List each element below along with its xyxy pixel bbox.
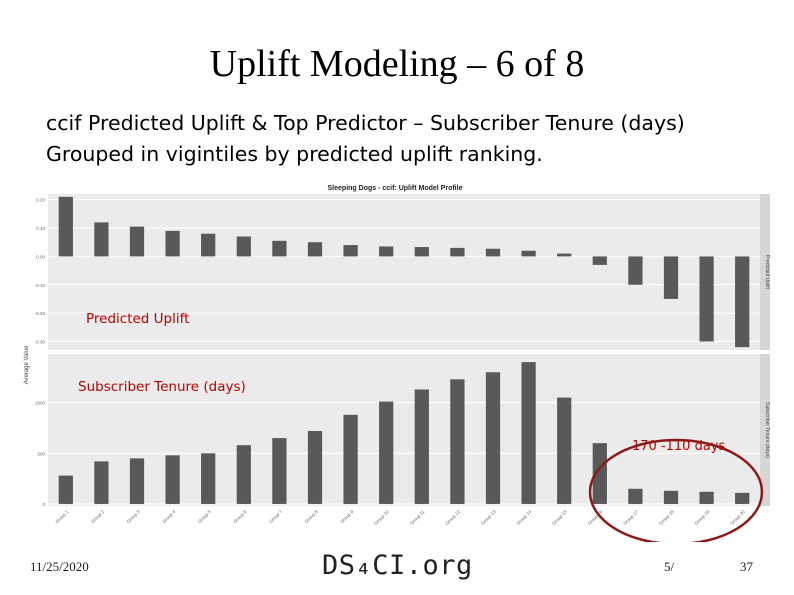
x-tick-label: Group 14 [516,509,533,526]
tenure-bar [272,438,287,504]
uplift-bar [414,247,429,257]
tenure-bar [129,458,145,504]
x-tick-label: Group 4 [161,509,176,524]
footer-logo: DS₄CI.org [322,550,473,581]
uplift-annotation: Predicted Uplift [86,311,189,327]
uplift-bar [272,240,287,257]
tenure-annotation: Subscriber Tenure (days) [78,379,246,395]
uplift-bar [343,245,358,257]
x-tick-label: Group 17 [622,509,639,526]
uplift-y-tick-label: -0.20 [35,311,46,316]
tenure-bar [414,389,429,504]
x-tick-label: Group 19 [694,509,711,526]
tenure-bar [343,414,358,504]
uplift-y-tick-label: 0.00 [36,254,45,259]
tenure-bar [450,379,465,504]
footer-date: 11/25/2020 [30,559,89,574]
tenure-bar [735,492,750,504]
x-tick-label: Group 12 [444,509,461,526]
tenure-bar [236,445,251,504]
uplift-bar [699,256,714,342]
tenure-bar [521,362,536,504]
x-tick-label: Group 6 [232,509,247,524]
uplift-bar [379,246,394,257]
x-tick-label: Group 11 [409,509,426,526]
subtitle-line-1: ccif Predicted Uplift & Top Predictor – … [46,111,685,135]
uplift-bar [663,256,679,299]
uplift-bar [521,250,536,257]
tenure-y-tick-label: 0 [42,502,45,507]
uplift-facet-strip-label: Predicted Uplift [764,255,770,290]
x-tick-label: Group 18 [658,509,675,526]
tenure-bar [58,475,73,504]
uplift-y-tick-label: 0.20 [36,198,45,203]
uplift-bar [735,256,750,348]
uplift-bar [165,230,180,257]
uplift-y-tick-label: 0.10 [36,226,45,231]
x-tick-label: Group 3 [126,509,141,524]
x-tick-label: Group 15 [551,509,568,526]
uplift-bar [450,247,465,257]
tenure-bar [307,431,323,504]
uplift-bar [94,222,109,257]
tenure-y-tick-label: 500 [37,451,45,456]
uplift-bar [129,226,145,257]
x-tick-label: Group 13 [480,509,497,526]
uplift-bar [485,248,501,257]
tenure-bar [201,453,216,504]
tenure-bar [379,401,394,504]
highlight-circle [588,438,764,542]
uplift-facet-strip [760,194,770,350]
uplift-bar [628,256,643,285]
tenure-bar [165,455,180,504]
footer-mid-text: 5/ [664,559,675,574]
uplift-bar [307,242,323,257]
uplift-bar [201,233,216,257]
chart-y-axis-label: Average Value [24,345,30,384]
x-tick-label: Group 5 [197,509,212,524]
tenure-bar [699,491,714,504]
tenure-bar [485,372,501,504]
slide-title: Uplift Modeling – 6 of 8 [209,43,585,85]
x-tick-label: Group 7 [268,509,283,524]
uplift-y-tick-label: -0.10 [35,283,46,288]
x-tick-label: Group 2 [90,509,105,524]
tenure-bar [94,461,109,504]
x-tick-label: Group 10 [373,509,390,526]
uplift-bar [236,236,251,257]
uplift-bar [58,196,73,257]
x-tick-label: Group 1 [54,509,69,524]
tenure-bar [663,490,679,504]
subtitle-line-2: Grouped in vigintiles by predicted uplif… [46,142,543,166]
uplift-y-tick-label: -0.30 [35,339,46,344]
tenure-y-tick-label: 1000 [35,401,46,406]
slide-subtitle: ccif Predicted Uplift & Top Predictor – … [46,108,776,170]
uplift-profile-chart: Sleeping Dogs - ccif: Uplift Model Profi… [18,180,776,542]
x-tick-label: Group 8 [304,509,319,524]
tenure-panel [48,354,760,506]
tenure-bar [592,443,607,504]
chart-title: Sleeping Dogs - ccif: Uplift Model Profi… [328,185,463,192]
tenure-bar [557,397,572,504]
tenure-facet-strip-label: Subscriber Tenure (days) [764,402,770,458]
footer-page-number: 37 [740,559,753,574]
uplift-bar [592,256,607,265]
chart-svg: Sleeping Dogs - ccif: Uplift Model Profi… [24,185,770,542]
uplift-bar [557,253,572,257]
x-tick-label: Group 9 [339,509,354,524]
tenure-facet-strip [760,354,770,506]
tenure-bar [628,488,643,504]
